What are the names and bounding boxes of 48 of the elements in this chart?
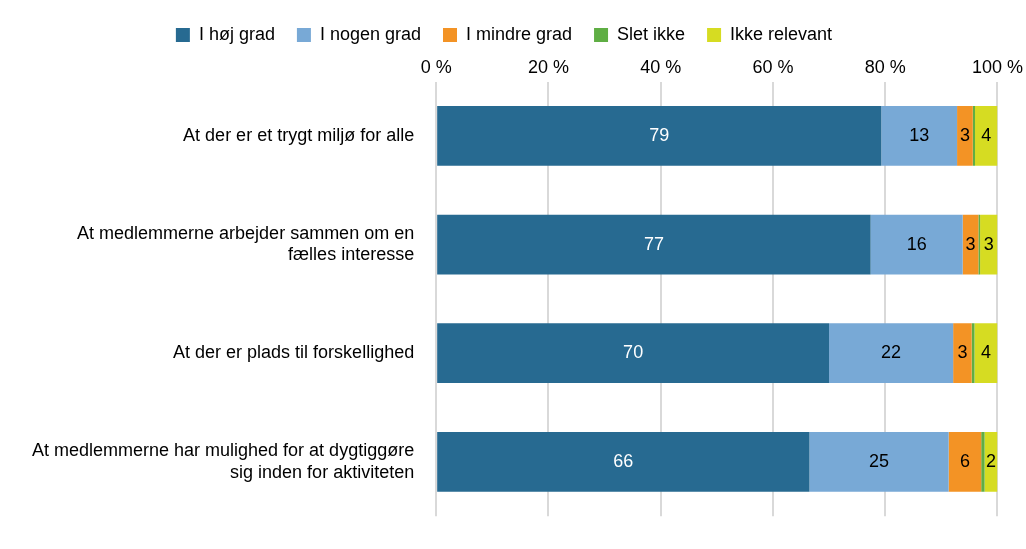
bar [870,214,963,275]
bar [953,323,972,384]
bar [975,106,998,166]
data-label: 13 [909,124,930,145]
bar [829,323,954,384]
legend-label: Slet ikke [617,23,686,44]
category-label: fælles interesse [288,244,415,265]
legend-label: I mindre grad [466,23,573,44]
x-tick-label: 0 % [420,56,452,77]
x-tick-label: 20 % [527,56,569,77]
data-label: 3 [957,342,968,363]
bar [981,432,985,492]
category-label: At medlemmerne har mulighed for at dygtiggøre [31,440,415,461]
bar [437,323,830,384]
data-label: 6 [959,450,970,471]
x-tick-label: 60 % [752,56,794,77]
data-label: 25 [869,450,890,471]
bar [972,106,976,166]
data-label: 70 [623,342,644,363]
data-label: 79 [649,124,670,145]
bar [809,432,949,492]
category-label: At der er et trygt miljø for alle [183,124,415,145]
bar [437,106,882,166]
bar [974,323,998,384]
data-label: 77 [643,233,664,254]
bar [957,106,973,166]
category-label: sig inden for aktiviteten [230,461,415,482]
data-label: 66 [613,450,634,471]
data-label: 3 [983,233,994,254]
data-label: 22 [881,342,902,363]
data-label: 4 [981,124,992,145]
bar [437,214,871,275]
category-label: At medlemmerne arbejder sammen om en [77,222,415,243]
x-tick-label: 100 % [971,56,1023,77]
legend-label: I høj grad [198,23,275,44]
category-label: At der er plads til forskellighed [173,342,415,363]
data-label: 2 [986,450,997,471]
legend-label: I nogen grad [319,23,422,44]
bar [948,432,982,492]
x-tick-label: 80 % [864,56,906,77]
bar [437,432,810,492]
data-label: 3 [959,124,970,145]
data-label: 4 [980,342,991,363]
legend-label: Ikke relevant [730,23,833,44]
data-label: 16 [906,233,927,254]
data-label: 3 [965,233,976,254]
x-tick-label: 40 % [640,56,682,77]
bar [881,106,958,166]
